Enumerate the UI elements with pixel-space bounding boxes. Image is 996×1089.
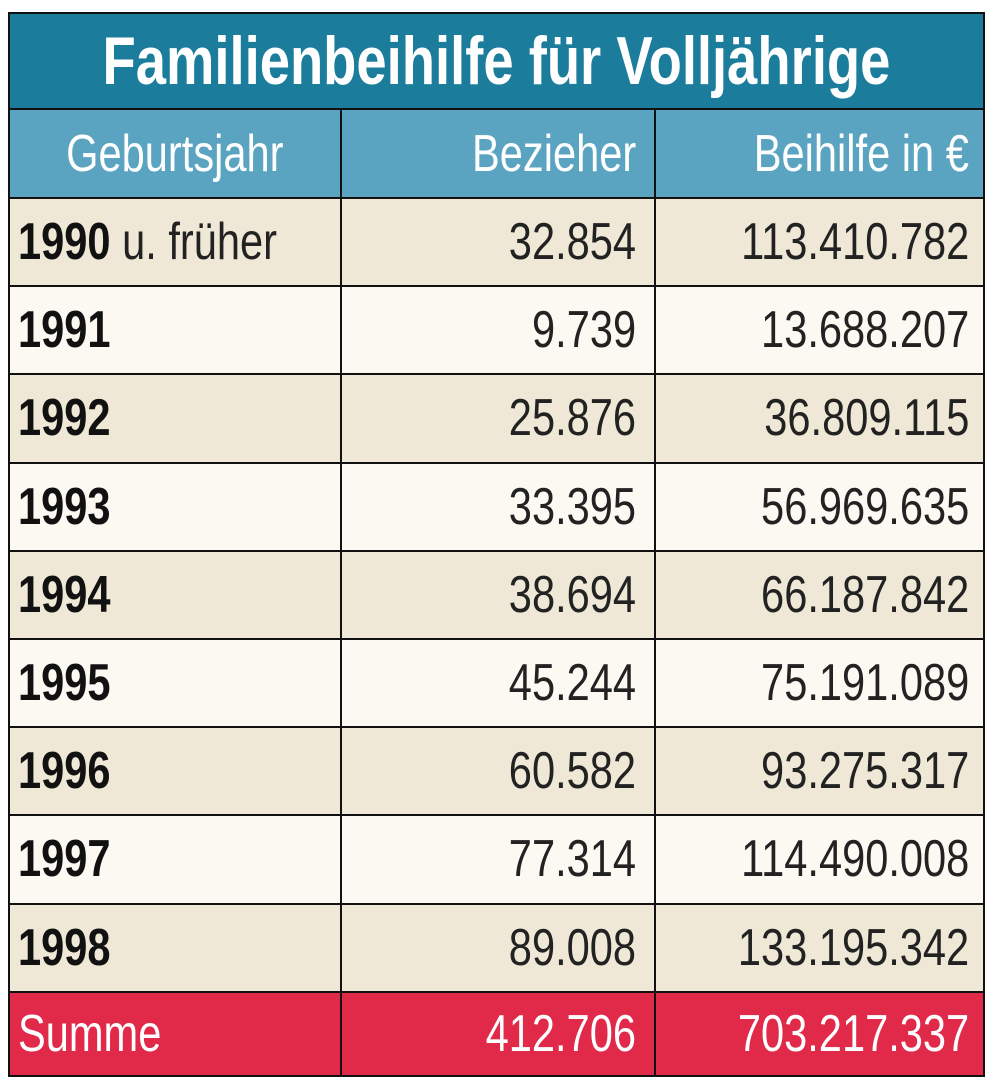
cell: 66.187.842 [656, 552, 983, 638]
cell: 1993 [10, 463, 342, 550]
bezieher: 25.876 [508, 389, 636, 448]
cell: 25.876 [342, 375, 656, 462]
bezieher: 38.694 [508, 565, 636, 624]
bezieher: 89.008 [508, 918, 636, 977]
beihilfe: 66.187.842 [760, 565, 969, 624]
beihilfe: 93.275.317 [760, 742, 969, 801]
cell: 77.314 [342, 816, 656, 903]
cell: 9.739 [342, 287, 656, 374]
table-row: 1998 89.008 133.195.342 [10, 904, 983, 993]
cell: 1990 u. früher [10, 199, 342, 286]
bezieher: 77.314 [508, 830, 636, 889]
beihilfe: 36.809.115 [763, 389, 969, 448]
cell: 75.191.089 [656, 640, 983, 726]
cell: 1991 [10, 287, 342, 374]
cell: Bezieher [342, 110, 656, 197]
beihilfe: 13.688.207 [760, 301, 969, 360]
beihilfe: 75.191.089 [760, 654, 969, 713]
year: 1993 [18, 477, 111, 536]
bezieher: 9.739 [531, 301, 636, 360]
table-row: 1993 33.395 56.969.635 [10, 463, 983, 552]
cell: 60.582 [342, 728, 656, 815]
cell: 1996 [10, 728, 342, 815]
cell: 114.490.008 [656, 816, 983, 902]
total-beihilfe: 703.217.337 [737, 1004, 969, 1063]
year-cell: 1997 [18, 829, 111, 889]
cell: 1997 [10, 816, 342, 903]
title-bar: Familienbeihilfe für Volljährige [10, 14, 983, 110]
year-cell: 1994 [18, 565, 111, 625]
cell: 113.410.782 [656, 199, 983, 285]
year-cell: 1993 [18, 477, 111, 537]
table: Familienbeihilfe für Volljährige Geburts… [8, 12, 985, 1077]
cell: Summe [10, 992, 342, 1075]
cell: 703.217.337 [656, 993, 983, 1075]
cell: 133.195.342 [656, 905, 983, 991]
table-row: 1991 9.739 13.688.207 [10, 287, 983, 376]
year: 1990 [18, 213, 111, 272]
table-row: 1992 25.876 36.809.115 [10, 375, 983, 464]
year-cell: 1991 [18, 300, 111, 360]
cell: 1992 [10, 375, 342, 462]
year-cell: 1992 [18, 388, 111, 448]
bezieher: 60.582 [508, 742, 636, 801]
beihilfe: 114.490.008 [740, 830, 969, 889]
table-row: 1990 u. früher 32.854 113.410.782 [10, 199, 983, 288]
cell: 412.706 [342, 992, 656, 1075]
cell: 38.694 [342, 551, 656, 638]
year-cell: 1996 [18, 741, 111, 801]
year: 1992 [18, 389, 111, 448]
beihilfe: 133.195.342 [737, 918, 969, 977]
table-row: 1995 45.244 75.191.089 [10, 640, 983, 729]
header-cell: Bezieher [471, 124, 636, 183]
year-cell: 1998 [18, 918, 111, 978]
year-cell: 1990 u. früher [18, 212, 277, 272]
year: 1998 [18, 918, 111, 977]
beihilfe: 56.969.635 [760, 477, 969, 536]
year: 1991 [18, 301, 111, 360]
cell: Geburtsjahr [10, 110, 342, 197]
total-bezieher: 412.706 [485, 1004, 636, 1063]
cell: 89.008 [342, 904, 656, 991]
year: 1996 [18, 742, 111, 801]
cell: 93.275.317 [656, 728, 983, 814]
total-row: Summe 412.706 703.217.337 [10, 992, 983, 1075]
year: 1994 [18, 565, 111, 624]
cell: 13.688.207 [656, 287, 983, 373]
header-cell: Beihilfe in € [753, 124, 969, 183]
table-row: 1994 38.694 66.187.842 [10, 551, 983, 640]
year: 1995 [18, 654, 111, 713]
year-cell: 1995 [18, 653, 111, 713]
table-row: 1997 77.314 114.490.008 [10, 816, 983, 905]
bezieher: 33.395 [508, 477, 636, 536]
total-label: Summe [18, 1004, 162, 1063]
table-row: 1996 60.582 93.275.317 [10, 728, 983, 817]
cell: 1998 [10, 904, 342, 991]
bezieher: 32.854 [508, 213, 636, 272]
year-note: u. früher [122, 213, 278, 272]
cell: 32.854 [342, 199, 656, 286]
beihilfe: 113.410.782 [740, 213, 969, 272]
cell: 1994 [10, 551, 342, 638]
cell: 36.809.115 [656, 375, 983, 461]
cell: 45.244 [342, 640, 656, 727]
bezieher: 45.244 [508, 654, 636, 713]
cell: 1995 [10, 640, 342, 727]
cell: Beihilfe in € [656, 110, 983, 197]
title: Familienbeihilfe für Volljährige [102, 23, 891, 99]
year: 1997 [18, 830, 111, 889]
cell: 56.969.635 [656, 464, 983, 550]
cell: 33.395 [342, 463, 656, 550]
header-row: Geburtsjahr Bezieher Beihilfe in € [10, 110, 983, 199]
header-cell: Geburtsjahr [66, 124, 284, 183]
